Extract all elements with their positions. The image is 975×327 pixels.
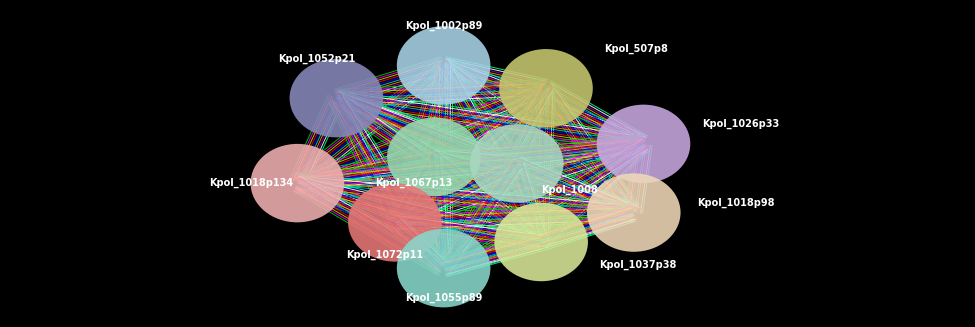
Text: Kpol_1037p38: Kpol_1037p38 [600, 260, 677, 270]
Ellipse shape [397, 26, 490, 105]
Text: Kpol_1055p89: Kpol_1055p89 [405, 292, 483, 303]
Ellipse shape [587, 173, 681, 252]
Text: Kpol_1002p89: Kpol_1002p89 [405, 21, 483, 31]
Ellipse shape [494, 203, 588, 281]
Ellipse shape [597, 105, 690, 183]
Text: Kpol_1026p33: Kpol_1026p33 [702, 119, 779, 129]
Text: Kpol_1018p134: Kpol_1018p134 [210, 178, 293, 188]
Ellipse shape [348, 183, 442, 262]
Ellipse shape [499, 49, 593, 128]
Text: Kpol_1052p21: Kpol_1052p21 [278, 54, 355, 64]
Ellipse shape [387, 118, 481, 196]
Text: Kpol_507p8: Kpol_507p8 [604, 44, 669, 54]
Text: Kpol_1072p11: Kpol_1072p11 [346, 250, 423, 260]
Text: Kpol_1008: Kpol_1008 [541, 184, 598, 195]
Ellipse shape [251, 144, 344, 222]
Ellipse shape [290, 59, 383, 137]
Ellipse shape [397, 229, 490, 307]
Ellipse shape [470, 124, 564, 203]
Text: Kpol_1018p98: Kpol_1018p98 [697, 198, 774, 208]
Text: Kpol_1067p13: Kpol_1067p13 [375, 178, 452, 188]
